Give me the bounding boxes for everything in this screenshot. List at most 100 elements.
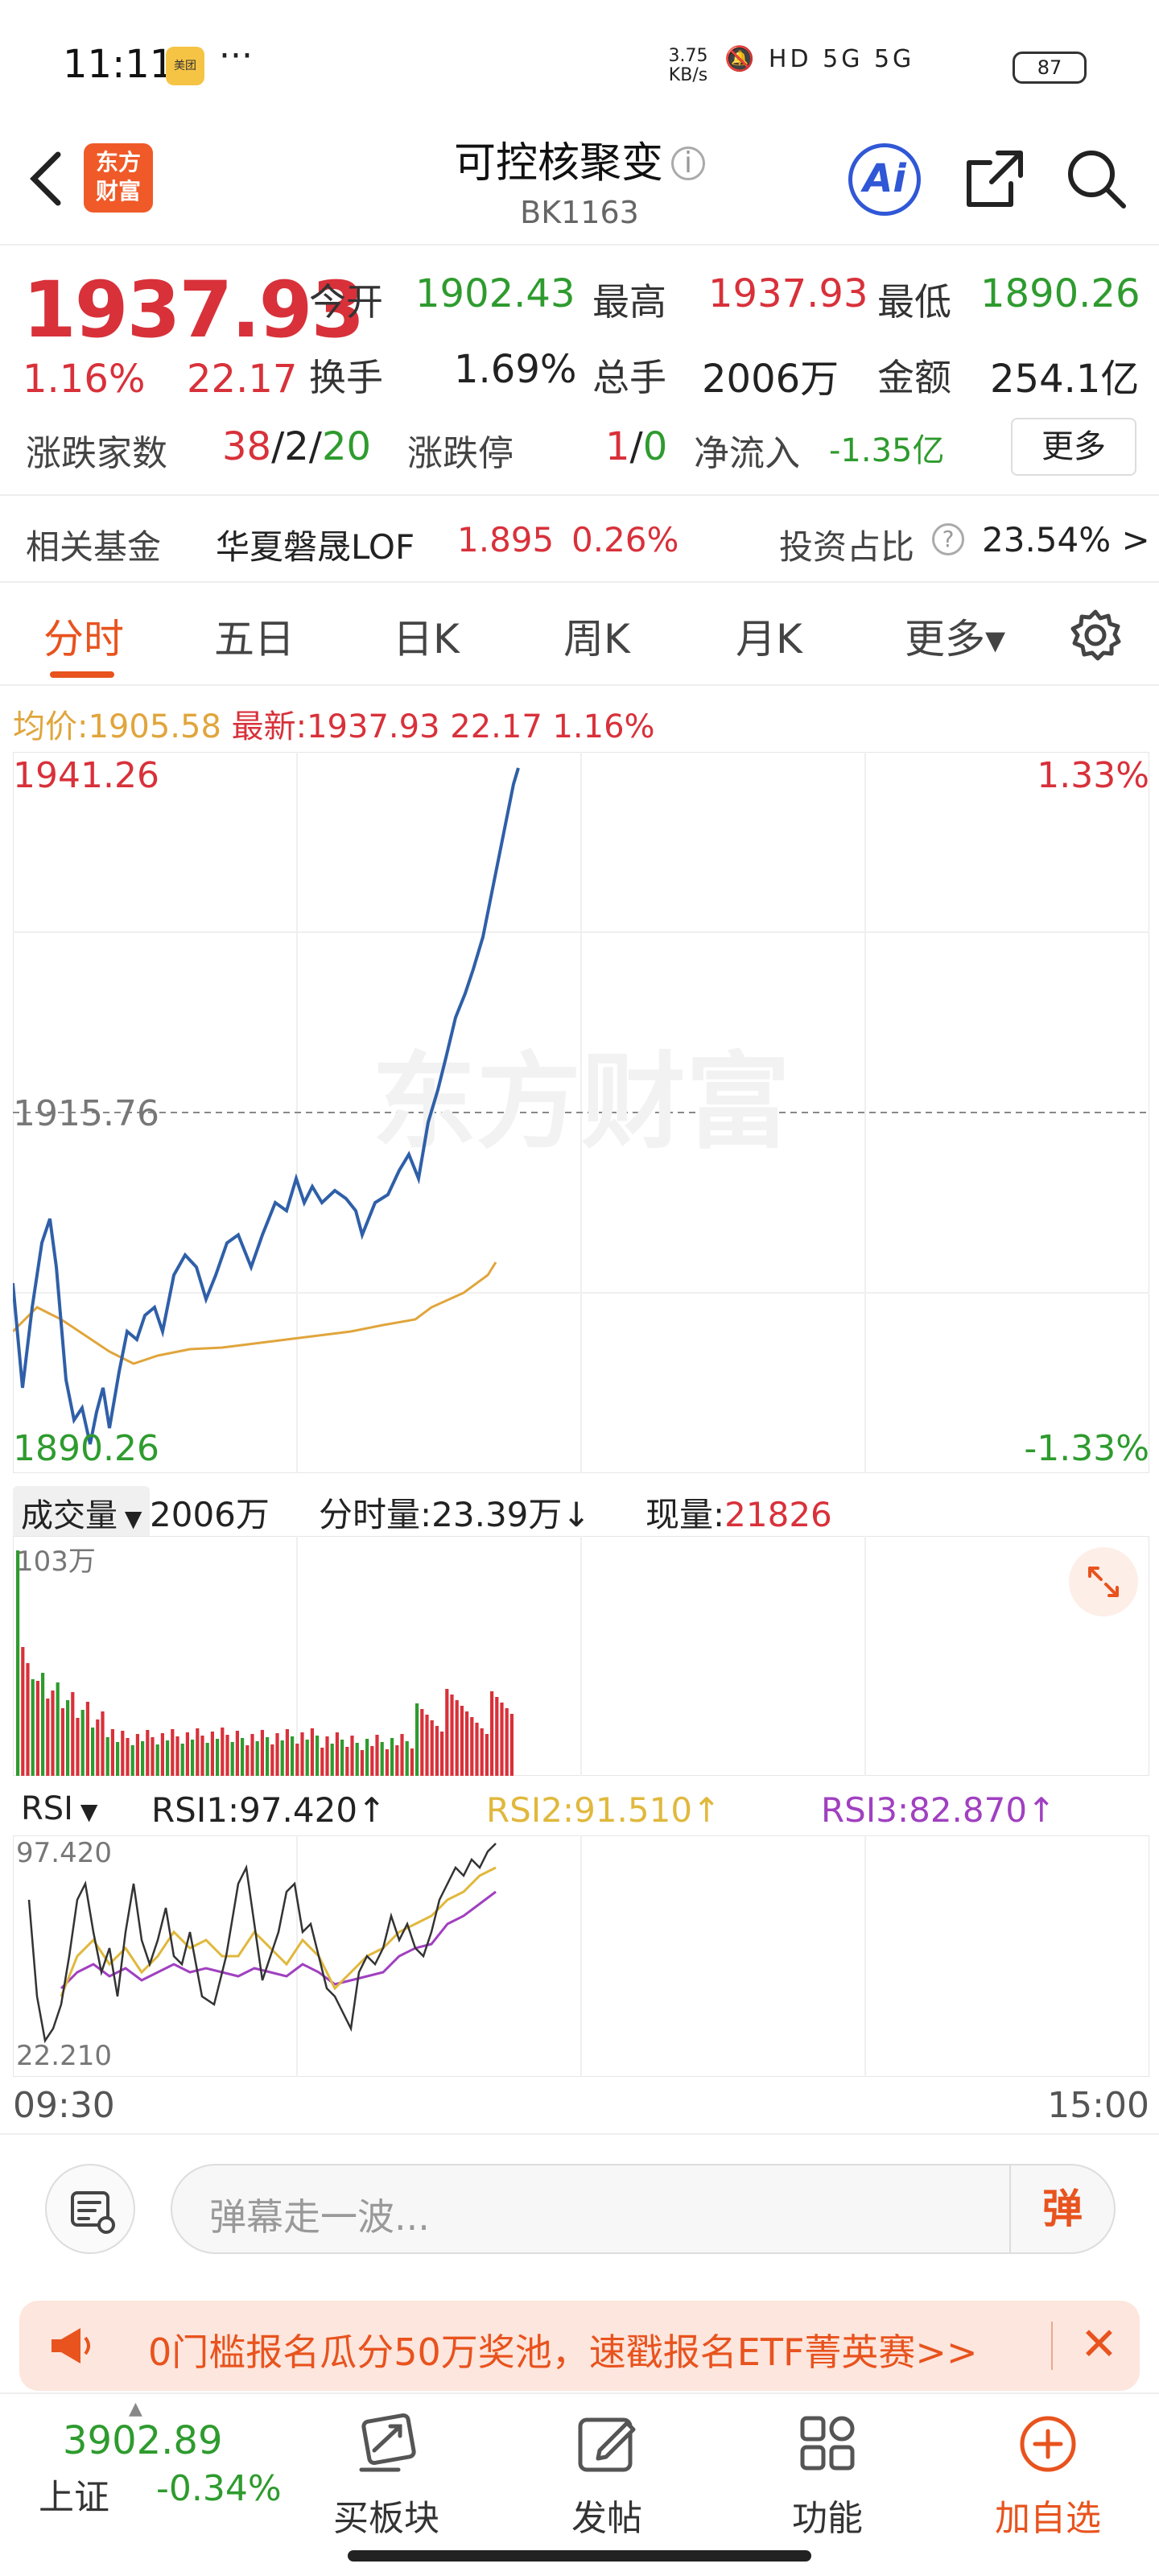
intraday-price-chart[interactable]: 东方财富 1941.26 1915.76 1890.26 1.33% -1.33… — [11, 751, 1150, 1474]
rsi1-value: RSI1:97.420↑ — [151, 1790, 386, 1830]
volume-bar — [101, 1711, 105, 1776]
index-name[interactable]: 上证 — [39, 2477, 109, 2518]
down-arrow-icon: ↓ — [562, 1495, 591, 1534]
quote-panel: 1937.93 1.16% 22.17 今开 1902.43 最高 1937.9… — [0, 246, 1159, 479]
mute-icon: 🔕 — [724, 45, 758, 73]
tab-daily-k[interactable]: 日K — [393, 616, 460, 663]
tab-weekly-k[interactable]: 周K — [563, 616, 630, 663]
danmu-settings-icon — [71, 2191, 115, 2234]
limit-value: 1/0 — [605, 424, 667, 469]
home-indicator[interactable] — [348, 2550, 811, 2562]
investment-ratio-value[interactable]: 23.54% > — [982, 520, 1150, 559]
breadth-sep: / — [271, 424, 285, 469]
volume-bar — [135, 1734, 139, 1776]
info-percent: 1.16% — [552, 708, 655, 745]
volume-bar — [225, 1735, 229, 1776]
volume-bar — [151, 1737, 155, 1776]
caret-up-icon[interactable]: ▲ — [129, 2399, 142, 2419]
nav-functions[interactable]: 功能 — [755, 2410, 900, 2541]
net-inflow-value: -1.35亿 — [829, 432, 945, 469]
settings-button[interactable] — [1067, 607, 1124, 667]
volume-bar — [46, 1699, 50, 1776]
up-arrow-icon: ↑ — [692, 1790, 721, 1830]
volume-bar — [216, 1739, 220, 1776]
volume-bar — [205, 1743, 209, 1776]
expand-button[interactable] — [1069, 1547, 1138, 1616]
volume-bar — [300, 1732, 304, 1776]
current-volume: 现量:21826 — [645, 1488, 832, 1537]
related-fund-row[interactable]: 相关基金 华夏磐晟LOF 1.895 0.26% 投资占比 ? 23.54% > — [0, 494, 1159, 583]
tab-monthly-k[interactable]: 月K — [736, 616, 802, 663]
volume-bar — [420, 1709, 424, 1776]
share-button[interactable] — [963, 147, 1027, 214]
rsi-selector[interactable]: RSI ▼ — [13, 1787, 106, 1831]
volume-bar — [266, 1737, 270, 1776]
avg-label: 均价: — [13, 708, 89, 745]
avg-value: 1905.58 — [88, 708, 221, 745]
volume-bar — [130, 1745, 134, 1776]
last-price: 1937.93 — [23, 265, 365, 355]
info-icon[interactable]: i — [671, 147, 705, 180]
logo-line1: 东方 — [95, 149, 141, 175]
volume-bar — [495, 1697, 499, 1776]
tab-five-day[interactable]: 五日 — [214, 616, 295, 663]
tab-more[interactable]: 更多▾ — [905, 616, 1006, 663]
nav-add-watchlist-label: 加自选 — [995, 2498, 1101, 2539]
active-tab-indicator — [50, 671, 114, 678]
volume-bar — [500, 1703, 504, 1776]
chart-top-percent: 1.33% — [1037, 755, 1149, 796]
watermark: 东方财富 — [372, 1041, 790, 1163]
promo-banner[interactable]: 0门槛报名瓜分50万奖池，速戳报名ETF菁英赛>> ✕ — [19, 2301, 1140, 2391]
danmu-send-button[interactable]: 弹 — [1009, 2165, 1114, 2252]
fund-name[interactable]: 华夏磐晟LOF — [216, 527, 415, 567]
index-percent[interactable]: -0.34% — [156, 2468, 282, 2509]
rsi-header: RSI ▼ RSI1:97.420↑ RSI2:91.510↑ RSI3:82.… — [13, 1781, 1149, 1837]
volume-bar — [80, 1710, 85, 1776]
amount-value: 254.1亿 — [990, 357, 1140, 402]
breadth-label: 涨跌家数 — [26, 433, 167, 474]
ai-button[interactable]: Ai — [848, 143, 921, 216]
breadth-sep: / — [308, 424, 322, 469]
help-icon[interactable]: ? — [932, 523, 964, 555]
volume-chart[interactable]: 103万 — [12, 1535, 1150, 1777]
more-button[interactable]: 更多 — [1011, 418, 1136, 476]
volume-bar — [445, 1689, 449, 1776]
promo-text[interactable]: 0门槛报名瓜分50万奖池，速戳报名ETF菁英赛>> — [148, 2330, 978, 2374]
limit-up: 1 — [605, 424, 630, 469]
change-value: 22.17 — [187, 357, 298, 402]
volume-bar — [126, 1738, 130, 1776]
volume-selector[interactable]: 成交量 ▼ — [13, 1486, 151, 1539]
page-title: 可控核聚变 — [453, 139, 663, 188]
danmu-settings-button[interactable] — [45, 2164, 135, 2254]
net-inflow-label: 净流入 — [694, 433, 800, 474]
limit-sep: / — [629, 424, 643, 469]
related-fund-label: 相关基金 — [26, 527, 162, 567]
volume-bar — [370, 1746, 374, 1776]
nav-post[interactable]: 发帖 — [534, 2410, 679, 2541]
megaphone-icon — [47, 2323, 95, 2372]
volume-bar — [191, 1740, 195, 1776]
low-label: 最低 — [877, 280, 951, 324]
price-chart-svg: 东方财富 — [11, 751, 1150, 1474]
nav-buy-sector[interactable]: 买板块 — [314, 2410, 459, 2541]
breadth-down: 20 — [321, 424, 372, 469]
danmu-input[interactable]: 弹幕走一波... 弹 — [171, 2164, 1116, 2254]
back-button[interactable] — [23, 147, 71, 225]
tab-intraday[interactable]: 分时 — [43, 616, 124, 663]
volume-label: 总手 — [592, 356, 666, 399]
volume-bars — [16, 1550, 514, 1776]
bottom-nav: ▲ 3902.89 上证 -0.34% 买板块 发帖 功能 加自选 — [0, 2392, 1159, 2576]
rsi-chart[interactable]: 97.420 22.210 — [12, 1835, 1150, 2078]
volume-bar — [425, 1715, 429, 1776]
index-value[interactable]: 3902.89 — [63, 2418, 223, 2463]
search-button[interactable] — [1064, 147, 1128, 214]
signal-icons: 🔕 HD 5G 5G — [724, 45, 914, 73]
nav-add-watchlist[interactable]: 加自选 — [975, 2410, 1120, 2541]
volume-bar — [76, 1718, 80, 1776]
volume-bar — [166, 1740, 170, 1776]
gear-icon — [1070, 609, 1121, 661]
expand-icon — [1088, 1567, 1119, 1597]
volume-bar — [385, 1749, 389, 1776]
chevron-left-icon — [30, 151, 61, 206]
close-icon[interactable]: ✕ — [1080, 2318, 1118, 2371]
